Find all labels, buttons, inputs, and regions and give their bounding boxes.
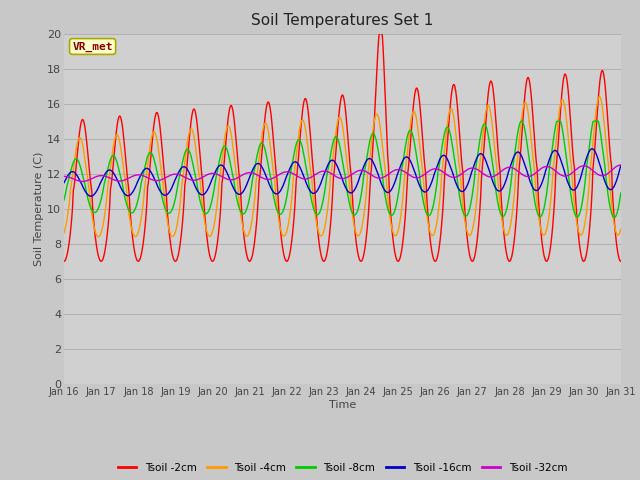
Tsoil -16cm xyxy=(617,163,625,168)
Tsoil -2cm xyxy=(617,258,625,264)
Tsoil -32cm xyxy=(60,173,68,179)
Tsoil -32cm xyxy=(214,172,222,178)
Tsoil -8cm xyxy=(518,118,525,124)
Tsoil -4cm xyxy=(617,227,625,232)
Tsoil -32cm xyxy=(617,162,625,168)
Tsoil -2cm xyxy=(411,91,419,97)
Line: Tsoil -2cm: Tsoil -2cm xyxy=(64,34,621,261)
Tsoil -8cm xyxy=(70,158,78,164)
Tsoil -4cm xyxy=(185,132,193,138)
Tsoil -8cm xyxy=(617,190,625,196)
Legend: Tsoil -2cm, Tsoil -4cm, Tsoil -8cm, Tsoil -16cm, Tsoil -32cm: Tsoil -2cm, Tsoil -4cm, Tsoil -8cm, Tsoi… xyxy=(113,458,572,477)
Line: Tsoil -32cm: Tsoil -32cm xyxy=(64,165,621,181)
Tsoil -4cm xyxy=(428,231,435,237)
Text: VR_met: VR_met xyxy=(72,41,113,51)
Tsoil -8cm xyxy=(214,168,221,174)
Y-axis label: Soil Temperature (C): Soil Temperature (C) xyxy=(35,152,44,266)
Tsoil -16cm xyxy=(128,190,136,196)
Tsoil -32cm xyxy=(185,176,193,182)
Tsoil -2cm xyxy=(214,240,221,246)
Tsoil -4cm xyxy=(94,234,102,240)
Tsoil -32cm xyxy=(70,176,78,182)
Tsoil -16cm xyxy=(87,193,95,199)
Tsoil -32cm xyxy=(128,174,136,180)
Tsoil -16cm xyxy=(70,169,78,175)
Line: Tsoil -4cm: Tsoil -4cm xyxy=(64,97,621,237)
Tsoil -16cm xyxy=(214,164,222,170)
Tsoil -4cm xyxy=(595,94,603,100)
X-axis label: Time: Time xyxy=(329,399,356,409)
Tsoil -16cm xyxy=(588,146,596,152)
Tsoil -8cm xyxy=(410,138,418,144)
Tsoil -4cm xyxy=(411,109,419,115)
Tsoil -16cm xyxy=(428,181,435,187)
Tsoil -8cm xyxy=(127,210,135,216)
Tsoil -2cm xyxy=(375,31,383,36)
Tsoil -2cm xyxy=(127,224,135,229)
Line: Tsoil -16cm: Tsoil -16cm xyxy=(64,149,621,196)
Tsoil -2cm xyxy=(60,258,68,264)
Tsoil -4cm xyxy=(128,228,136,233)
Tsoil -2cm xyxy=(184,152,192,158)
Tsoil -2cm xyxy=(428,243,435,249)
Tsoil -32cm xyxy=(411,175,419,180)
Tsoil -4cm xyxy=(70,161,78,167)
Tsoil -2cm xyxy=(70,184,78,190)
Tsoil -4cm xyxy=(60,230,68,236)
Tsoil -8cm xyxy=(184,146,192,152)
Tsoil -8cm xyxy=(60,197,68,203)
Tsoil -8cm xyxy=(426,212,434,217)
Title: Soil Temperatures Set 1: Soil Temperatures Set 1 xyxy=(252,13,433,28)
Tsoil -4cm xyxy=(214,192,222,197)
Tsoil -32cm xyxy=(428,167,435,173)
Tsoil -32cm xyxy=(79,179,86,184)
Tsoil -16cm xyxy=(411,169,419,175)
Tsoil -8cm xyxy=(611,215,618,220)
Line: Tsoil -8cm: Tsoil -8cm xyxy=(64,121,621,217)
Tsoil -16cm xyxy=(185,169,193,175)
Tsoil -16cm xyxy=(60,180,68,186)
